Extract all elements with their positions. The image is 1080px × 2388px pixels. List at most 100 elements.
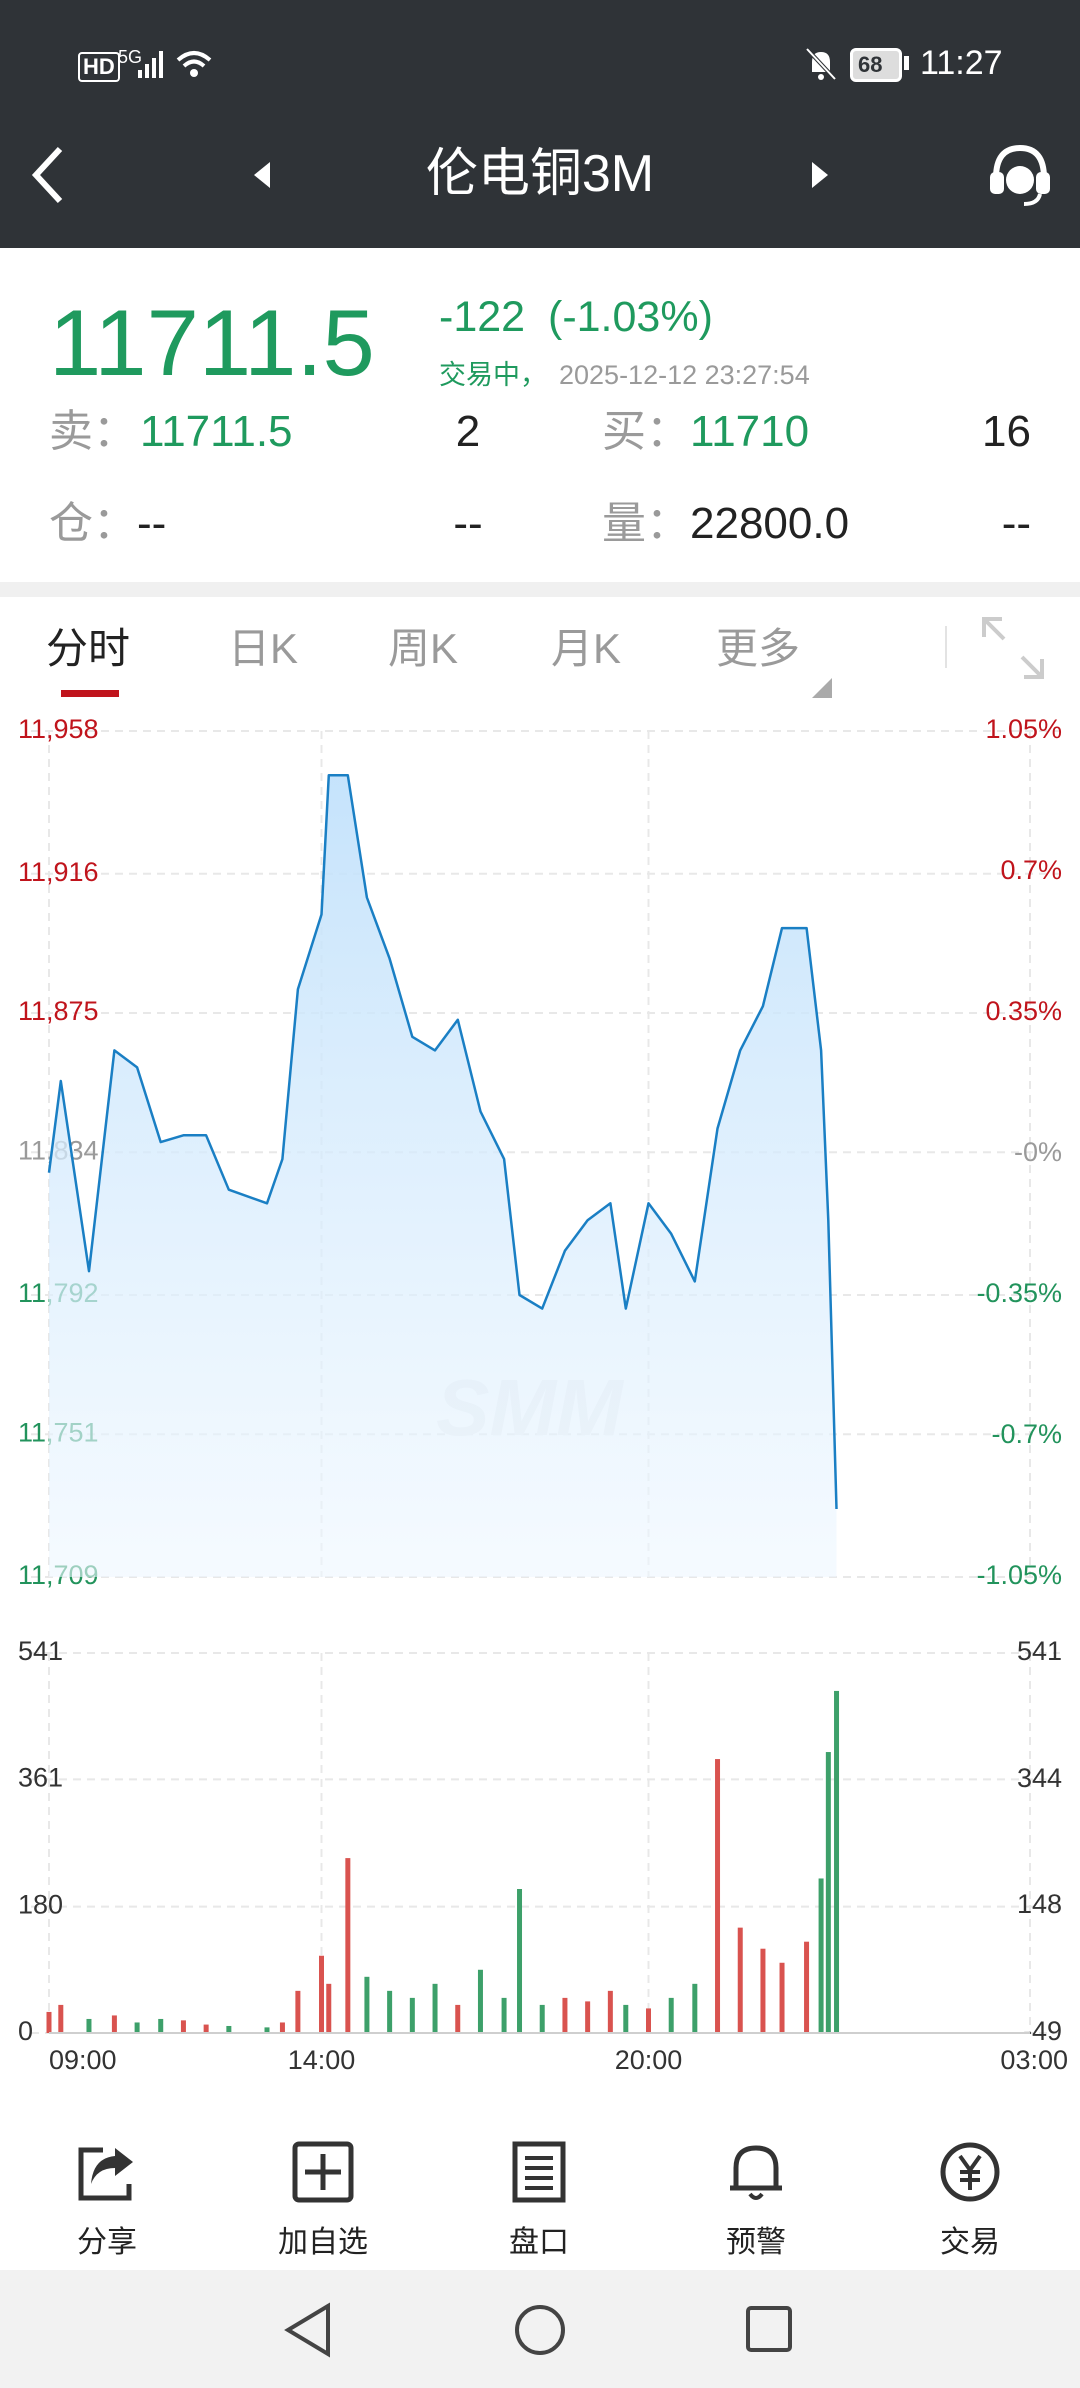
quote-time: 2025-12-12 23:27:54	[559, 360, 810, 390]
trade-icon	[940, 2142, 1000, 2202]
share-icon	[78, 2147, 133, 2201]
y-tick-label: 11,875	[18, 996, 99, 1026]
volume-bar	[692, 1983, 698, 2033]
volume-bar	[779, 1962, 785, 2033]
x-tick-label: 03:00	[1000, 2045, 1068, 2075]
volume-bar	[477, 1969, 483, 2033]
area-fill	[49, 775, 837, 1577]
fullscreen-button[interactable]	[980, 615, 1046, 681]
order-book-button[interactable]: 盘口	[459, 2140, 619, 2261]
volume-bar	[264, 2027, 270, 2033]
volume-bar	[825, 1752, 831, 2033]
nav-back[interactable]	[282, 2302, 338, 2358]
tab-more[interactable]: 更多	[716, 625, 801, 672]
clock: 11:27	[920, 44, 1003, 82]
last-price: 11711.5	[49, 290, 375, 395]
y-tick-label: 0	[18, 2016, 33, 2046]
sell-quantity: 2	[455, 407, 481, 456]
volume-bar	[539, 2004, 545, 2033]
volume-bar	[668, 1997, 674, 2033]
next-button[interactable]	[808, 160, 832, 190]
sell-label: 卖：	[49, 407, 137, 456]
battery-icon: 68	[850, 48, 902, 82]
tab-intraday[interactable]: 分时	[46, 625, 131, 672]
toolbar-label: 分享	[77, 2226, 137, 2259]
battery-level: 68	[858, 52, 883, 77]
x-tick-label: 14:00	[288, 2045, 356, 2075]
volume-bar	[760, 1948, 766, 2033]
volume-bar	[804, 1941, 810, 2033]
battery-tip	[904, 56, 909, 70]
toolbar-label: 交易	[940, 2226, 1000, 2259]
volume-bar	[326, 1983, 332, 2033]
order-book-icon	[512, 2141, 566, 2203]
nav-home[interactable]	[512, 2302, 568, 2358]
volume-bar	[818, 1878, 824, 2033]
trading-status: 交易中，	[439, 360, 547, 390]
volume-bar	[295, 1990, 301, 2033]
tab-monthly[interactable]: 月K	[551, 625, 622, 672]
nav-recents[interactable]	[744, 2304, 796, 2356]
sell-price: 11711.5	[140, 407, 293, 456]
hd-icon: HD	[78, 52, 120, 82]
y2-tick-label: 1.05%	[985, 714, 1062, 744]
volume-bar	[737, 1927, 743, 2033]
tab-divider	[945, 626, 947, 668]
buy-label: 买：	[602, 407, 690, 456]
bell-icon	[730, 2145, 782, 2200]
alert-button[interactable]: 预警	[676, 2140, 836, 2261]
volume-bar	[319, 1955, 324, 2033]
y-tick-label: 11,958	[18, 714, 99, 744]
back-button[interactable]	[30, 145, 70, 205]
y-tick-label: 180	[18, 1890, 63, 1920]
volume-bar	[158, 2018, 164, 2033]
volume-bar	[715, 1759, 721, 2033]
volume-bar	[501, 1997, 507, 2033]
buy-price: 11710	[690, 407, 810, 456]
more-dropdown-icon	[812, 678, 832, 698]
volume-bar	[203, 2024, 209, 2033]
volume-bar	[46, 2011, 52, 2033]
volume-bar	[226, 2025, 232, 2033]
price-change-percent: (-1.03%)	[548, 293, 713, 341]
y2-tick-label: 0.7%	[1000, 855, 1062, 885]
y-tick-label: 11,916	[18, 857, 99, 887]
share-button[interactable]: 分享	[27, 2140, 187, 2261]
volume-bar	[409, 1997, 415, 2033]
volume-bar	[86, 2018, 92, 2033]
tab-weekly[interactable]: 周K	[388, 625, 459, 672]
trade-button[interactable]: 交易	[890, 2140, 1050, 2261]
y2-tick-label: 344	[1017, 1763, 1062, 1793]
intraday-chart: 09:0014:0020:0003:0011,95811,91611,87511…	[18, 714, 1068, 2075]
network-type: 5G	[118, 47, 143, 67]
open-interest-change: --	[453, 499, 483, 548]
volume-bar	[111, 2015, 117, 2033]
volume-bar	[834, 1690, 840, 2033]
tab-daily[interactable]: 日K	[228, 625, 299, 672]
volume-bar	[562, 1997, 568, 2033]
customer-service-button[interactable]	[988, 142, 1052, 208]
volume-bar	[364, 1976, 370, 2033]
volume-bar	[58, 2004, 64, 2033]
add-watchlist-button[interactable]: 加自选	[243, 2140, 403, 2261]
add-icon	[292, 2141, 354, 2203]
volume-bar	[517, 1889, 523, 2033]
prev-button[interactable]	[250, 160, 274, 190]
y-tick-label: 541	[18, 1636, 63, 1666]
volume-bar	[585, 2001, 591, 2033]
y2-tick-label: 541	[1017, 1636, 1062, 1666]
x-tick-label: 09:00	[49, 2045, 117, 2075]
toolbar-label: 预警	[726, 2226, 786, 2259]
x-tick-label: 20:00	[615, 2045, 683, 2075]
price-change: -122	[439, 293, 526, 341]
volume-bar	[180, 2020, 186, 2033]
toolbar-label: 加自选	[278, 2226, 368, 2259]
volume-bar	[455, 2004, 461, 2033]
y-tick-label: 361	[18, 1763, 63, 1793]
volume-bar	[432, 1983, 438, 2033]
mute-icon	[805, 47, 837, 81]
page-title: 伦电铜3M	[425, 145, 655, 203]
volume-bar	[607, 1990, 613, 2033]
open-interest-label: 仓：	[49, 499, 137, 548]
volume-label: 量：	[602, 499, 690, 548]
